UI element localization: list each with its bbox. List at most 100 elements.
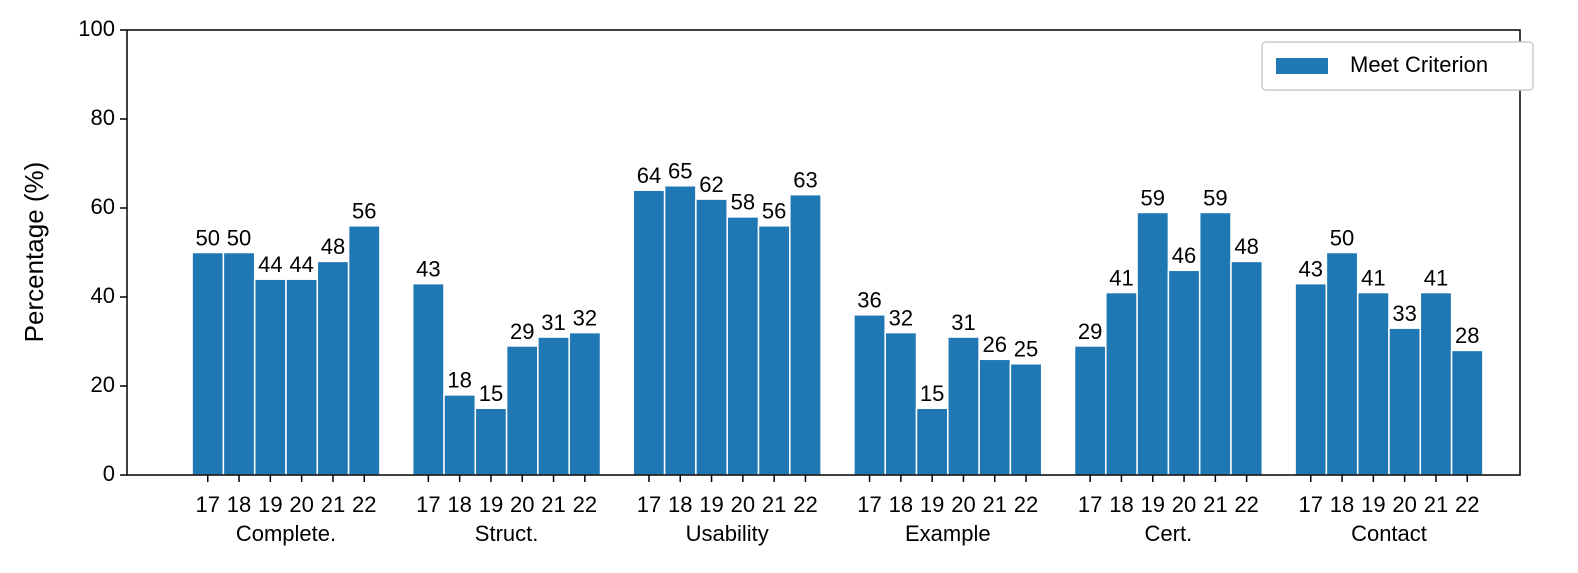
group-label: Example xyxy=(905,521,991,546)
x-tick-label: 19 xyxy=(920,492,944,517)
y-tick-label: 0 xyxy=(103,461,115,486)
y-tick-label: 20 xyxy=(91,372,115,397)
value-label: 44 xyxy=(258,252,282,277)
value-label: 36 xyxy=(857,288,881,313)
value-label: 56 xyxy=(762,199,786,224)
y-tick-label: 60 xyxy=(91,194,115,219)
x-tick-label: 21 xyxy=(983,492,1007,517)
value-label: 26 xyxy=(983,332,1007,357)
value-label: 32 xyxy=(573,305,597,330)
x-tick-label: 18 xyxy=(447,492,471,517)
bar xyxy=(632,189,666,476)
axes-frame xyxy=(126,29,1521,476)
bar xyxy=(1419,291,1453,476)
x-tick-label: 21 xyxy=(762,492,786,517)
value-label: 56 xyxy=(352,199,376,224)
y-axis-label: Percentage (%) xyxy=(19,162,49,343)
bar xyxy=(695,198,728,476)
bar xyxy=(1198,211,1232,476)
bar xyxy=(1388,327,1422,476)
x-tick-label: 22 xyxy=(1234,492,1258,517)
y-tick-label: 100 xyxy=(78,16,115,41)
value-label: 65 xyxy=(668,159,692,184)
bar xyxy=(1230,260,1264,476)
group-label: Struct. xyxy=(475,521,539,546)
bar xyxy=(663,185,697,476)
bar xyxy=(853,314,886,476)
x-tick-label: 20 xyxy=(289,492,313,517)
x-tick-label: 19 xyxy=(258,492,282,517)
x-tick-label: 21 xyxy=(1424,492,1448,517)
bar xyxy=(978,358,1012,476)
x-tick-label: 17 xyxy=(1078,492,1102,517)
x-tick-label: 18 xyxy=(889,492,913,517)
legend-box xyxy=(1261,41,1534,91)
x-tick-label: 18 xyxy=(668,492,692,517)
x-tick-label: 17 xyxy=(637,492,661,517)
bar xyxy=(191,251,225,476)
value-label: 25 xyxy=(1014,337,1038,362)
value-label: 50 xyxy=(1330,225,1354,250)
value-label: 15 xyxy=(479,381,503,406)
x-tick-label: 20 xyxy=(510,492,534,517)
value-label: 29 xyxy=(1078,319,1102,344)
x-tick-label: 18 xyxy=(1330,492,1354,517)
value-label: 59 xyxy=(1141,185,1165,210)
x-tick-label: 20 xyxy=(951,492,975,517)
value-label: 50 xyxy=(196,225,220,250)
bar xyxy=(1009,363,1043,476)
x-tick-label: 19 xyxy=(479,492,503,517)
value-label: 64 xyxy=(637,163,661,188)
value-label: 44 xyxy=(289,252,313,277)
value-label: 48 xyxy=(1234,234,1258,259)
bar xyxy=(222,251,256,476)
bar xyxy=(1356,291,1390,476)
bar xyxy=(884,331,918,476)
bar xyxy=(789,193,822,476)
value-label: 41 xyxy=(1424,265,1448,290)
value-label: 62 xyxy=(699,172,723,197)
value-label: 63 xyxy=(793,167,817,192)
bar xyxy=(1105,291,1138,476)
value-label: 43 xyxy=(416,256,440,281)
bar xyxy=(726,216,760,476)
x-tick-label: 20 xyxy=(731,492,755,517)
x-tick-label: 20 xyxy=(1392,492,1416,517)
x-tick-label: 22 xyxy=(1455,492,1479,517)
bar xyxy=(915,407,949,476)
legend-swatch xyxy=(1276,58,1328,74)
bar xyxy=(285,278,319,476)
value-label: 28 xyxy=(1455,323,1479,348)
bar xyxy=(1450,349,1484,476)
value-label: 18 xyxy=(447,368,471,393)
x-tick-label: 22 xyxy=(1014,492,1038,517)
x-tick-label: 18 xyxy=(227,492,251,517)
y-tick-label: 40 xyxy=(91,283,115,308)
x-tick-label: 19 xyxy=(1361,492,1385,517)
value-label: 15 xyxy=(920,381,944,406)
bar xyxy=(757,225,791,476)
x-tick-label: 17 xyxy=(416,492,440,517)
bar xyxy=(1167,269,1201,476)
bar xyxy=(443,394,477,476)
x-tick-label: 21 xyxy=(541,492,565,517)
group-label: Usability xyxy=(686,521,769,546)
value-label: 41 xyxy=(1361,265,1385,290)
value-label: 59 xyxy=(1203,185,1227,210)
bar xyxy=(253,278,287,476)
x-tick-label: 17 xyxy=(196,492,220,517)
value-label: 31 xyxy=(541,310,565,335)
bar xyxy=(537,336,570,476)
x-tick-label: 22 xyxy=(793,492,817,517)
x-tick-label: 21 xyxy=(321,492,345,517)
value-label: 33 xyxy=(1392,301,1416,326)
y-tick-label: 80 xyxy=(91,105,115,130)
group-label: Complete. xyxy=(236,521,336,546)
x-tick-label: 19 xyxy=(1141,492,1165,517)
value-label: 43 xyxy=(1299,256,1323,281)
value-label: 50 xyxy=(227,225,251,250)
bar xyxy=(947,336,980,476)
bar xyxy=(1325,251,1359,476)
x-tick-label: 19 xyxy=(699,492,723,517)
